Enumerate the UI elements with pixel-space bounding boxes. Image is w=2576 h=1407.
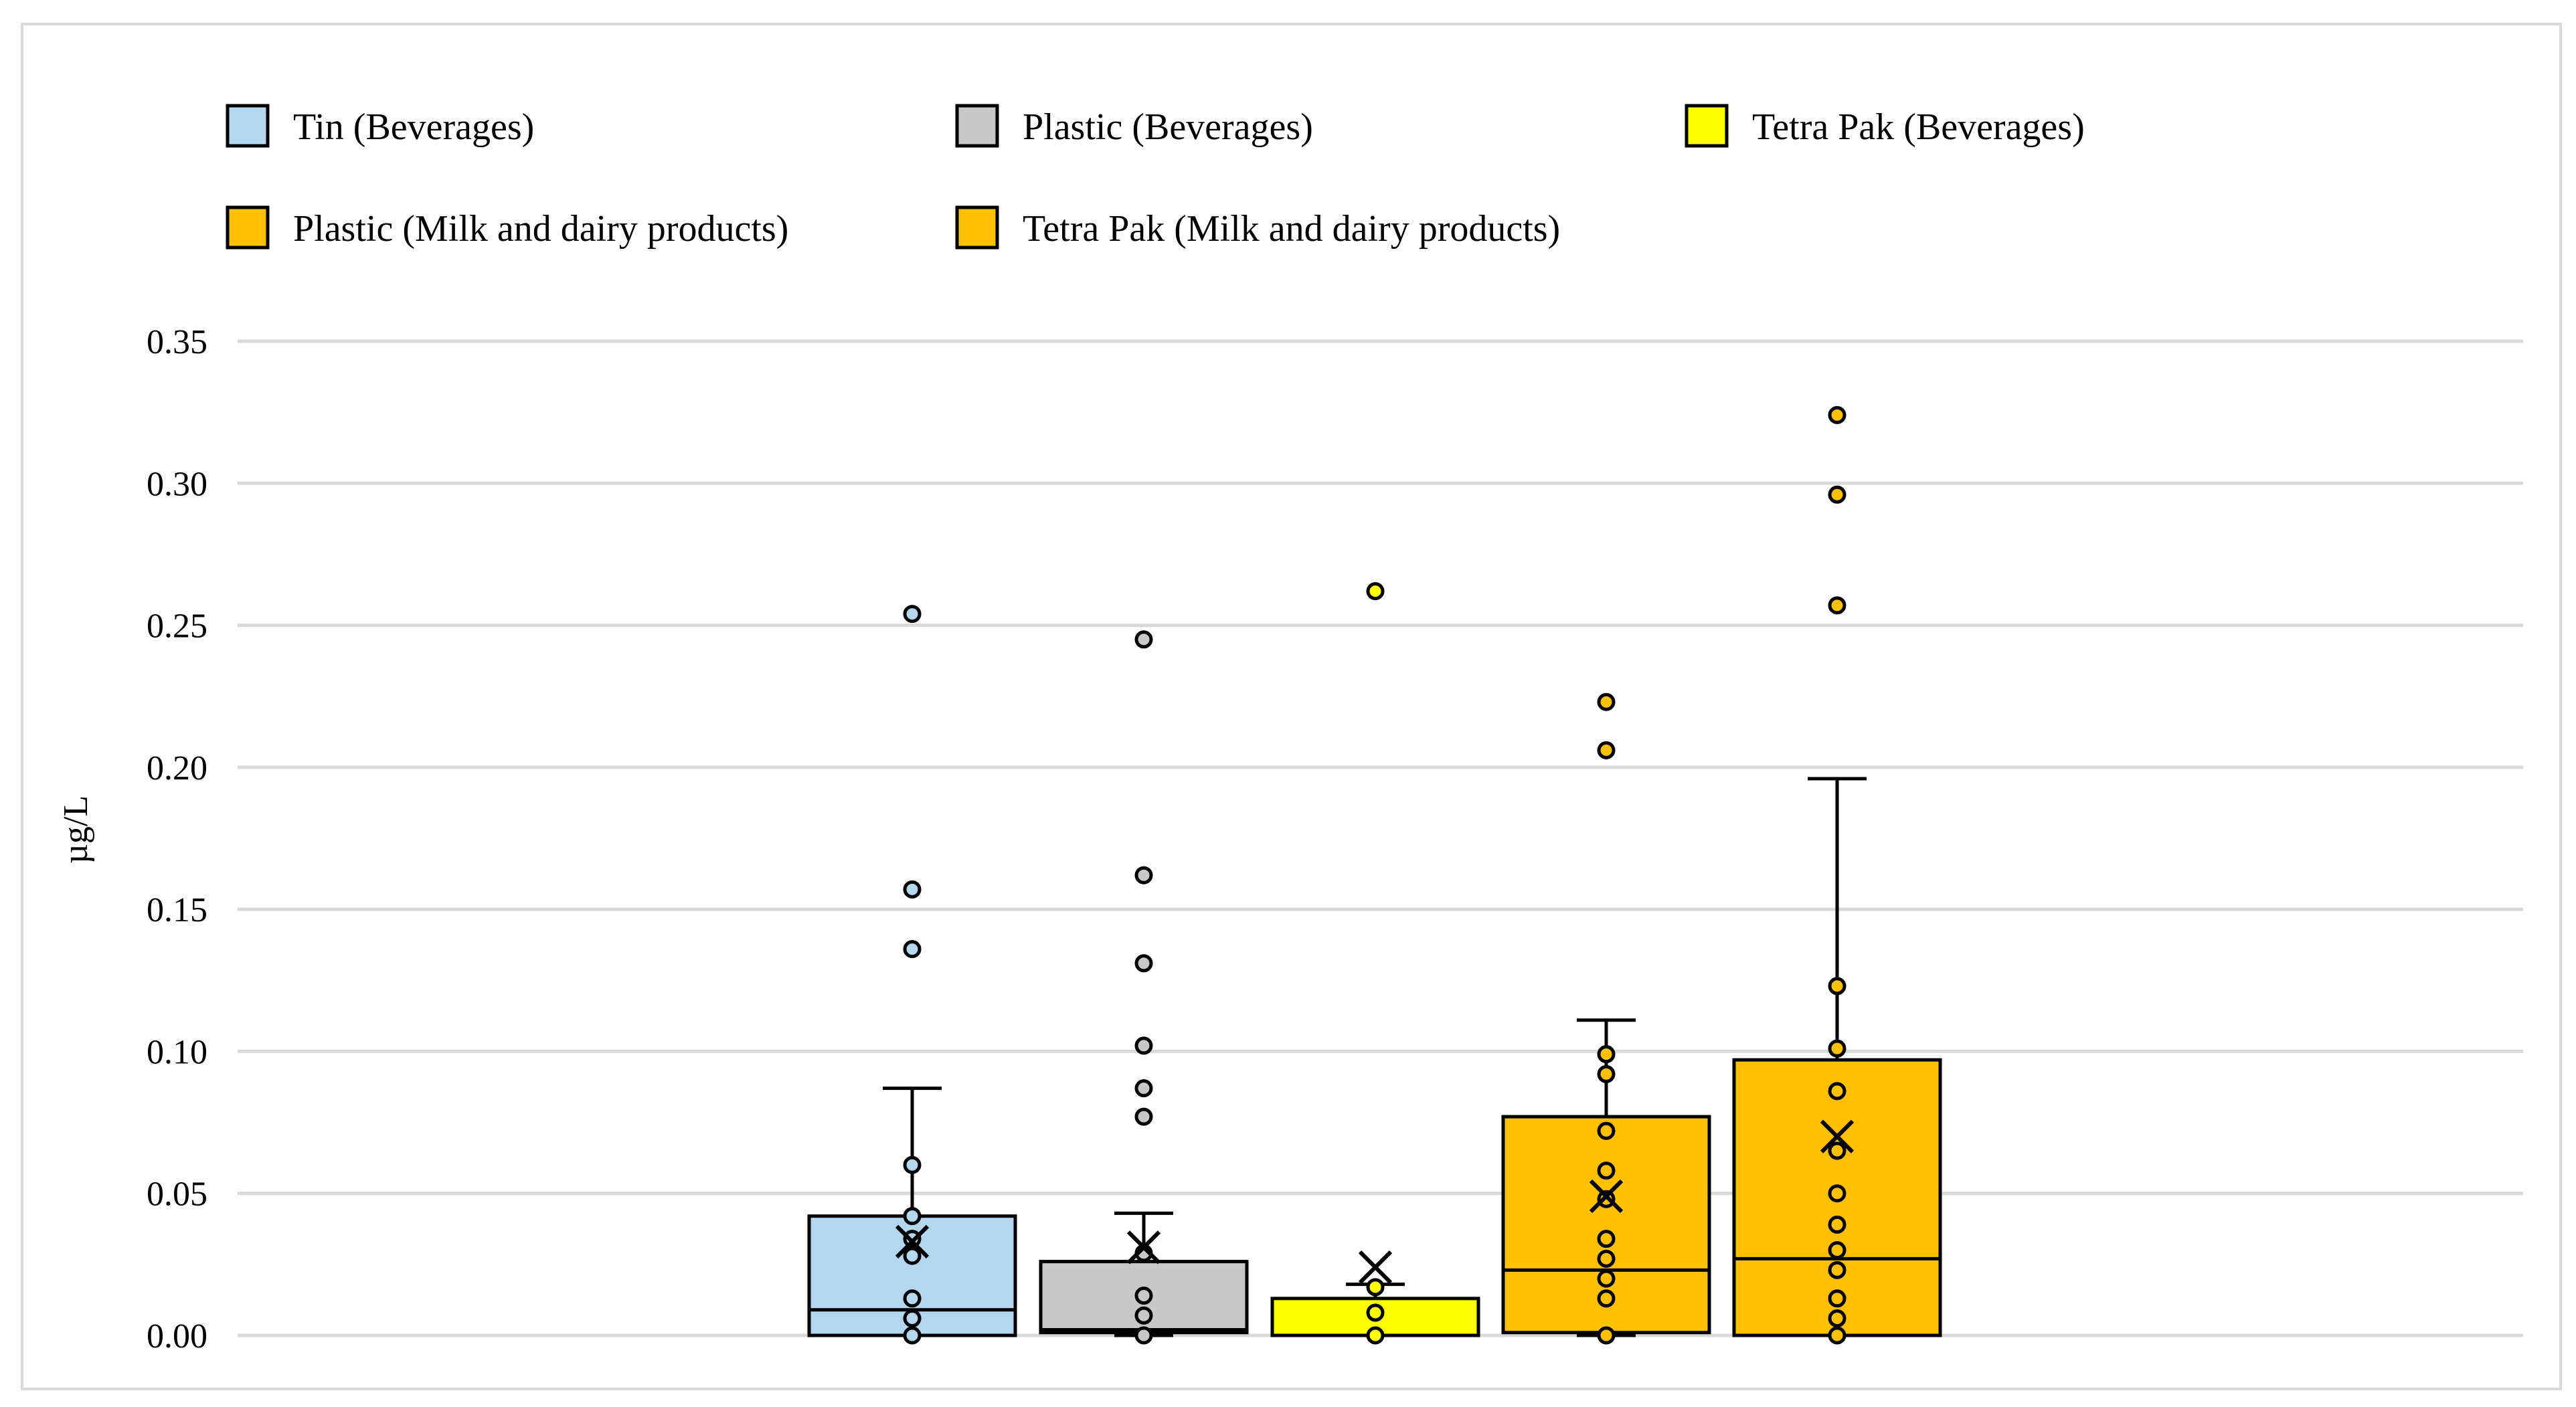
- legend-label: Tin (Beverages): [293, 106, 534, 148]
- data-point: [1828, 596, 1847, 615]
- data-point: [1828, 1082, 1847, 1101]
- legend-item: Tetra Pak (Beverages): [1685, 104, 2085, 148]
- data-point: [1597, 1249, 1616, 1268]
- data-point: [1597, 741, 1616, 759]
- data-point: [1597, 1289, 1616, 1308]
- data-point: [903, 940, 922, 959]
- mean-marker: [1589, 1179, 1624, 1214]
- legend-item: Tin (Beverages): [226, 104, 534, 148]
- legend-swatch: [226, 104, 270, 148]
- y-tick-label: 0.05: [147, 1176, 207, 1214]
- y-tick-label: 0.35: [147, 323, 207, 361]
- y-tick-label: 0.30: [147, 465, 207, 503]
- data-point: [1597, 1230, 1616, 1248]
- legend-item: Plastic (Milk and dairy products): [226, 205, 788, 250]
- data-point: [903, 1246, 922, 1265]
- legend-swatch: [955, 104, 999, 148]
- data-point: [1134, 866, 1153, 884]
- data-point: [1828, 1260, 1847, 1279]
- data-point: [903, 605, 922, 624]
- mean-marker: [1820, 1119, 1855, 1153]
- y-tick-label: 0.00: [147, 1317, 207, 1355]
- data-point: [1134, 630, 1153, 649]
- gridlines: [238, 339, 2523, 1337]
- data-point: [1828, 1184, 1847, 1203]
- data-point: [903, 1155, 922, 1174]
- data-point: [903, 1289, 922, 1308]
- data-point: [1134, 1107, 1153, 1126]
- y-tick-label: 0.10: [147, 1033, 207, 1071]
- legend-label: Plastic (Milk and dairy products): [293, 208, 788, 250]
- data-point: [903, 1230, 922, 1248]
- y-tick-label: 0.25: [147, 607, 207, 646]
- data-point: [1366, 1326, 1385, 1345]
- chart-frame: [21, 23, 2562, 1390]
- mean-marker: [895, 1224, 930, 1259]
- data-point: [1134, 1326, 1153, 1345]
- data-point: [1597, 1161, 1616, 1180]
- data-point: [1597, 1064, 1616, 1083]
- legend-swatch: [226, 205, 270, 250]
- data-point: [1597, 1045, 1616, 1064]
- plot-area: [807, 405, 1942, 1345]
- data-point: [1366, 582, 1385, 601]
- legend: Tin (Beverages) Plastic (Beverages) Tetra …: [226, 104, 2085, 250]
- data-point: [1597, 1121, 1616, 1140]
- data-point: [1828, 1215, 1847, 1234]
- y-axis-title: µg/L: [57, 795, 95, 864]
- data-point: [1828, 1326, 1847, 1345]
- data-point: [1134, 1287, 1153, 1305]
- legend-item: Plastic (Beverages): [955, 104, 1313, 148]
- legend-item: Tetra Pak (Milk and dairy products): [955, 205, 1560, 250]
- data-point: [1597, 1190, 1616, 1208]
- box-group: [1270, 582, 1480, 1345]
- data-point: [1134, 1036, 1153, 1055]
- data-point: [1828, 1039, 1847, 1058]
- data-point: [1828, 1289, 1847, 1308]
- box-group: [1039, 630, 1249, 1345]
- data-point: [1828, 485, 1847, 504]
- legend-label: Plastic (Beverages): [1023, 106, 1313, 148]
- data-point: [1828, 1309, 1847, 1328]
- y-axis: 0.00 0.05 0.10 0.15 0.20 0.25 0.30 0.35: [147, 323, 207, 1355]
- data-point: [1597, 692, 1616, 711]
- data-point: [1134, 1306, 1153, 1325]
- box-group: [1501, 692, 1711, 1345]
- box-group: [807, 605, 1017, 1345]
- data-point: [1366, 1278, 1385, 1297]
- data-point: [1828, 1141, 1847, 1160]
- data-point: [903, 880, 922, 899]
- mean-marker: [1358, 1250, 1393, 1285]
- y-tick-label: 0.20: [147, 749, 207, 787]
- legend-label: Tetra Pak (Beverages): [1752, 106, 2085, 148]
- data-point: [1134, 1079, 1153, 1098]
- legend-label: Tetra Pak (Milk and dairy products): [1023, 208, 1560, 250]
- data-point: [903, 1207, 922, 1226]
- data-point: [1597, 1326, 1616, 1345]
- legend-swatch: [955, 205, 999, 250]
- data-point: [1597, 1269, 1616, 1288]
- data-point: [1366, 1303, 1385, 1322]
- y-tick-label: 0.15: [147, 891, 207, 929]
- data-point: [903, 1326, 922, 1345]
- mean-marker: [1126, 1230, 1161, 1264]
- data-point: [1828, 1241, 1847, 1260]
- data-point: [1134, 954, 1153, 973]
- data-point: [1828, 405, 1847, 424]
- box-group: [1732, 405, 1942, 1345]
- legend-swatch: [1685, 104, 1729, 148]
- data-point: [903, 1309, 922, 1328]
- data-point: [1828, 977, 1847, 996]
